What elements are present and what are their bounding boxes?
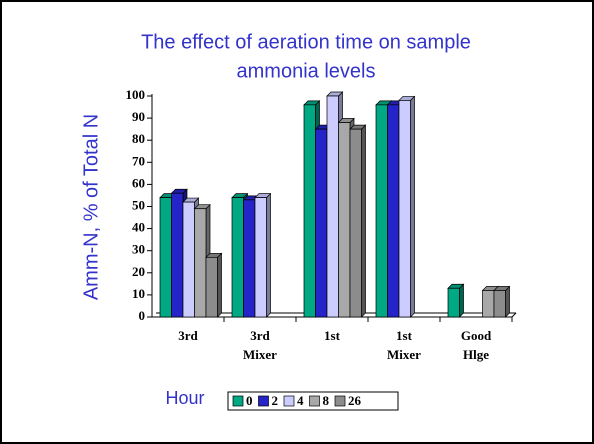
bar-front	[171, 192, 184, 318]
bar-front	[349, 128, 362, 318]
y-tick-label: 100	[126, 87, 146, 102]
legend-swatch	[334, 395, 346, 407]
legend-label: 26	[348, 393, 362, 408]
bar-front	[182, 201, 195, 318]
y-tick-label: 20	[132, 264, 145, 279]
legend-swatch	[309, 395, 320, 407]
bar	[254, 192, 272, 318]
bar-front	[482, 290, 495, 318]
legend-title: Hour	[165, 388, 204, 408]
bar-front	[205, 256, 218, 318]
bar	[493, 285, 511, 318]
y-tick-label: 70	[132, 153, 145, 168]
bar-front	[315, 128, 328, 318]
bar-front	[387, 104, 400, 318]
bar-front	[303, 104, 316, 318]
legend-label: 8	[323, 393, 330, 408]
bar-side	[459, 283, 464, 318]
bar	[398, 95, 416, 318]
y-tick-label: 0	[139, 308, 146, 323]
bar-front	[398, 100, 411, 318]
legend-label: 4	[297, 393, 304, 408]
y-tick-label: 50	[132, 197, 145, 212]
chart-title: The effect of aeration time on sample	[141, 31, 471, 53]
bar-front	[231, 197, 244, 318]
x-tick-label: 3rd Mixer	[243, 328, 277, 362]
x-tick-label: 1st Mixer	[387, 328, 421, 362]
x-tick-label: Good Hlge	[461, 328, 492, 362]
bar-front	[447, 287, 460, 318]
bar-side	[266, 192, 271, 318]
bar	[349, 124, 367, 318]
bar-side	[361, 124, 366, 318]
y-tick-label: 90	[132, 109, 145, 124]
y-tick-label: 40	[132, 220, 145, 235]
bar-front	[159, 197, 172, 318]
bar-front	[493, 290, 506, 318]
y-tick-label: 80	[132, 131, 145, 146]
bar-front	[338, 122, 351, 318]
bar-side	[410, 95, 415, 318]
y-axis-label: Amm-N, % of Total N	[80, 114, 102, 300]
chart-title: ammonia levels	[237, 60, 376, 82]
bar	[205, 252, 223, 318]
bar-side	[505, 285, 510, 318]
legend-swatch	[258, 395, 269, 407]
floor-right	[511, 312, 517, 318]
legend-swatch	[232, 395, 244, 407]
bar-front	[194, 208, 207, 318]
bar-front	[326, 95, 339, 318]
legend-label: 0	[246, 393, 253, 408]
y-tick-label: 60	[132, 175, 145, 190]
legend-label: 2	[272, 393, 279, 408]
y-tick-label: 10	[132, 286, 145, 301]
legend-swatch	[283, 395, 295, 407]
bar	[447, 283, 465, 318]
y-tick-label: 30	[132, 242, 145, 257]
bar-front	[375, 104, 388, 318]
bar-front	[254, 197, 267, 318]
x-tick-label: 1st	[324, 328, 341, 343]
bar-side	[217, 252, 222, 318]
bar-front	[243, 199, 256, 318]
x-tick-label: 3rd	[178, 328, 198, 343]
